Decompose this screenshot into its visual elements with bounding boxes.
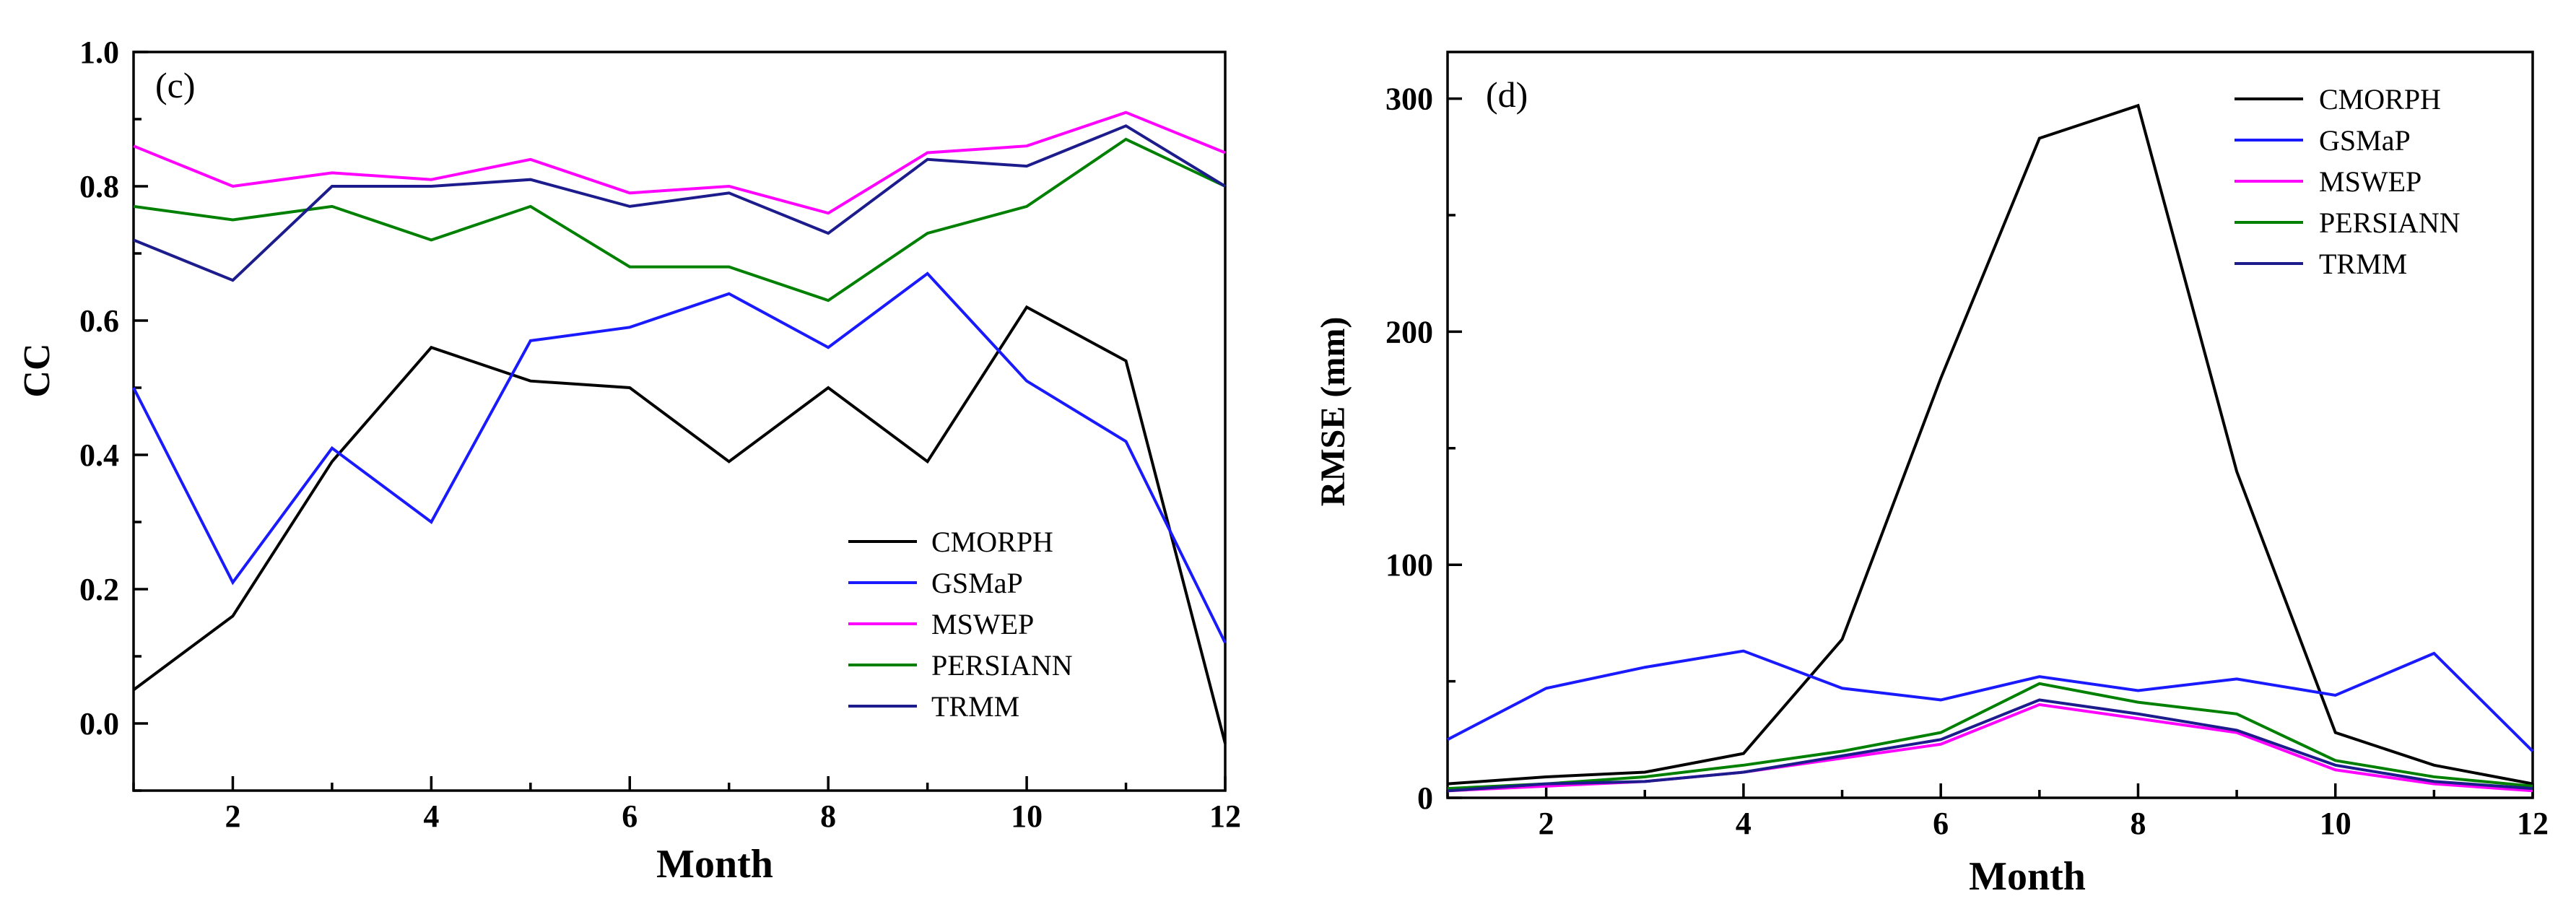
- x-tick-label: 8: [820, 799, 836, 834]
- series-line-trmm: [133, 124, 1227, 282]
- x-tick-label: 10: [2320, 806, 2351, 841]
- plot-frame: [1446, 51, 2534, 799]
- series-line-gsmap: [1447, 649, 2534, 752]
- y-axis-title: CC: [17, 343, 58, 397]
- x-tick-label: 12: [2517, 806, 2549, 841]
- panel-label: (c): [155, 65, 196, 105]
- series-line-trmm: [1447, 698, 2533, 793]
- x-tick-label: 10: [1011, 799, 1043, 834]
- y-tick-label: 1.0: [79, 35, 119, 70]
- series-line-persiann: [133, 137, 1226, 303]
- y-tick-label: 200: [1385, 314, 1433, 349]
- y-tick-label: 0.0: [79, 706, 119, 741]
- legend-label-cmorph: CMORPH: [2319, 83, 2441, 116]
- y-tick-label: 100: [1385, 547, 1433, 583]
- y-tick-label: 0.6: [79, 303, 119, 339]
- x-tick-label: 2: [225, 799, 240, 834]
- series-line-gsmap: [132, 271, 1227, 644]
- legend-label-trmm: TRMM: [2319, 248, 2407, 280]
- x-axis-title: Month: [656, 842, 773, 887]
- x-tick-label: 6: [1933, 806, 1949, 841]
- x-tick-label: 12: [1209, 799, 1241, 834]
- y-tick-label: 0: [1417, 780, 1433, 816]
- legend-label-mswep: MSWEP: [2319, 165, 2421, 198]
- cc-chart-panel: 2 4 6 8 10 12 0.0 0.2 0.4 0.6 0.8 1.0 CMORPH GSMaP MSW…: [17, 35, 1241, 887]
- x-tick-label: 4: [423, 799, 439, 834]
- legend-label-persiann: PERSIANN: [931, 649, 1073, 682]
- series-line-cmorph: [1447, 103, 2533, 786]
- legend-label-mswep: MSWEP: [931, 608, 1034, 640]
- x-axis-title: Month: [1969, 854, 2086, 899]
- rmse-chart-panel: 2 4 6 8 10 12 0 100 200 300 CMORPH GSMaP MSWEP PERSIA…: [1314, 51, 2549, 899]
- y-tick-label: 0.2: [79, 572, 119, 607]
- y-axis-title: RMSE (mm): [1314, 317, 1352, 507]
- series-line-mswep: [133, 110, 1226, 215]
- x-tick-label: 2: [1539, 806, 1554, 841]
- series-line-persiann: [1447, 682, 2533, 791]
- plot-frame: [132, 51, 1227, 792]
- panel-label: (d): [1486, 74, 1528, 115]
- y-tick-label: 0.8: [79, 169, 119, 204]
- y-tick-label: 300: [1385, 82, 1433, 117]
- legend-label-trmm: TRMM: [931, 690, 1019, 723]
- x-tick-label: 6: [622, 799, 638, 834]
- y-tick-label: 0.4: [79, 438, 119, 473]
- series-line-cmorph: [132, 305, 1227, 744]
- legend-label-gsmap: GSMaP: [2319, 124, 2411, 157]
- x-tick-label: 4: [1736, 806, 1752, 841]
- x-tick-label: 8: [2130, 806, 2146, 841]
- legend-label-gsmap: GSMaP: [931, 567, 1023, 599]
- legend-label-persiann: PERSIANN: [2319, 206, 2460, 239]
- legend-label-cmorph: CMORPH: [931, 526, 1053, 558]
